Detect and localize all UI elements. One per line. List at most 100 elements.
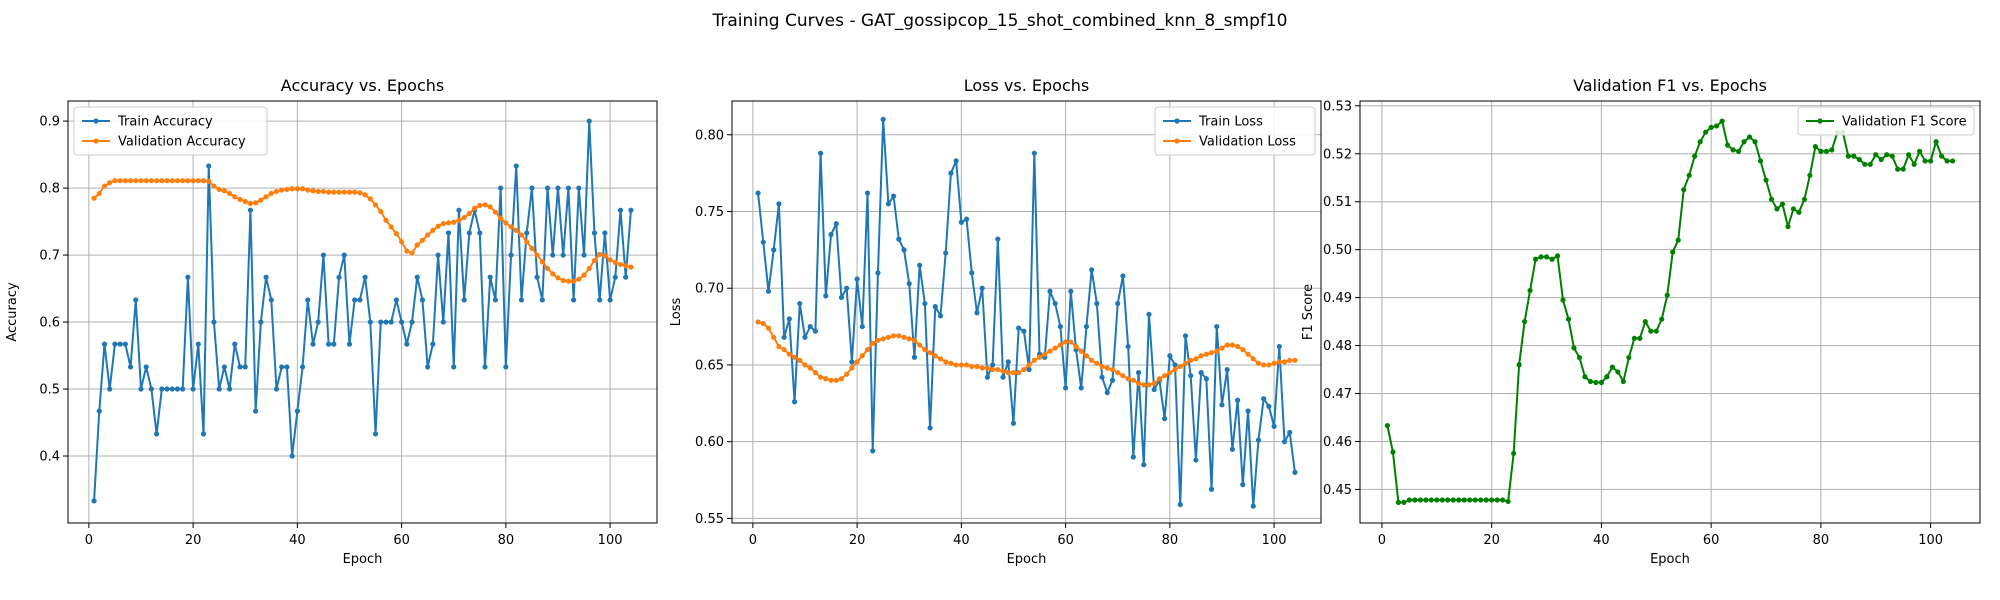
legend-box <box>1154 106 1316 156</box>
data-point <box>320 188 327 195</box>
data-point <box>487 204 493 210</box>
x-tick-label: 100 <box>1262 533 1287 548</box>
data-point <box>206 163 212 169</box>
data-point <box>812 328 819 334</box>
data-point <box>1026 362 1032 368</box>
data-point <box>164 178 170 184</box>
data-point <box>807 365 813 371</box>
data-point <box>1089 267 1095 273</box>
data-point <box>242 364 248 370</box>
data-point <box>524 239 530 245</box>
data-point <box>1659 316 1665 322</box>
data-point <box>315 188 321 195</box>
data-point <box>320 252 327 258</box>
data-point <box>1779 201 1786 207</box>
x-tick-label: 20 <box>1483 533 1500 548</box>
data-point <box>284 364 290 370</box>
y-tick-label: 0.9 <box>39 115 60 130</box>
y-tick-label: 0.70 <box>695 282 724 297</box>
data-point <box>404 341 410 347</box>
x-axis-label: Epoch <box>1007 552 1047 567</box>
data-point <box>466 230 472 236</box>
data-point <box>1203 376 1209 382</box>
data-point <box>388 224 394 230</box>
data-point <box>984 365 991 371</box>
data-point <box>1401 499 1407 505</box>
data-point <box>1000 374 1006 380</box>
data-point <box>216 386 222 392</box>
data-point <box>263 194 269 200</box>
data-point <box>760 320 766 327</box>
data-point <box>781 334 787 340</box>
data-point <box>1445 497 1451 503</box>
data-point <box>127 364 134 370</box>
data-point <box>117 341 123 347</box>
data-point <box>1250 503 1256 509</box>
data-point <box>937 356 944 362</box>
legend-marker <box>1174 138 1180 144</box>
data-point <box>1083 323 1090 330</box>
data-point <box>802 362 808 368</box>
data-point <box>226 190 233 197</box>
data-point <box>367 319 373 325</box>
data-point <box>1219 345 1225 351</box>
data-point <box>1812 143 1818 150</box>
plot-frame <box>67 100 658 524</box>
data-point <box>1255 360 1262 367</box>
y-tick-label: 0.8 <box>39 182 60 197</box>
data-point <box>953 158 959 164</box>
y-axis-label: F1 Score <box>1301 284 1316 340</box>
data-point <box>1637 335 1643 341</box>
data-point <box>1130 454 1136 460</box>
data-point <box>990 362 996 368</box>
data-point <box>1109 366 1116 373</box>
data-point <box>1648 328 1654 334</box>
data-point <box>963 216 970 222</box>
data-point <box>524 230 530 236</box>
data-point <box>1873 152 1879 158</box>
data-point <box>612 274 618 280</box>
data-point <box>1094 300 1100 307</box>
data-point <box>352 189 358 195</box>
data-point <box>1188 357 1194 363</box>
data-point <box>1156 376 1163 382</box>
data-point <box>185 274 191 280</box>
data-point <box>1730 147 1736 153</box>
y-tick-label: 0.52 <box>1323 147 1352 162</box>
data-point <box>91 498 97 504</box>
data-point <box>838 376 845 382</box>
data-point <box>602 253 608 259</box>
x-tick-label: 80 <box>498 533 515 548</box>
data-point <box>1281 359 1288 365</box>
data-point <box>1198 353 1204 359</box>
data-point <box>518 232 525 238</box>
data-point <box>1856 156 1862 163</box>
data-point <box>948 170 954 176</box>
y-tick-label: 0.51 <box>1323 195 1352 210</box>
data-point <box>1801 196 1808 202</box>
data-point <box>818 150 824 156</box>
data-point <box>1276 359 1282 365</box>
data-point <box>880 116 886 123</box>
data-point <box>1042 351 1048 357</box>
data-point <box>247 200 254 207</box>
data-point <box>487 274 493 280</box>
data-point <box>1889 153 1895 159</box>
data-point <box>917 342 923 348</box>
data-point <box>1428 497 1434 503</box>
plot-frame <box>1359 100 1981 524</box>
data-point <box>1021 328 1027 334</box>
data-point <box>1010 370 1017 376</box>
data-point <box>216 186 222 193</box>
data-point <box>1478 497 1484 503</box>
data-point <box>1845 153 1851 159</box>
data-point <box>1125 376 1131 382</box>
data-point <box>1450 497 1456 503</box>
data-point <box>122 341 128 347</box>
legend-box <box>1797 106 1975 136</box>
data-point <box>576 185 582 191</box>
data-point <box>1571 345 1577 351</box>
data-point <box>336 274 342 280</box>
figure-suptitle: Training Curves - GAT_gossipcop_15_shot_… <box>712 11 1288 31</box>
